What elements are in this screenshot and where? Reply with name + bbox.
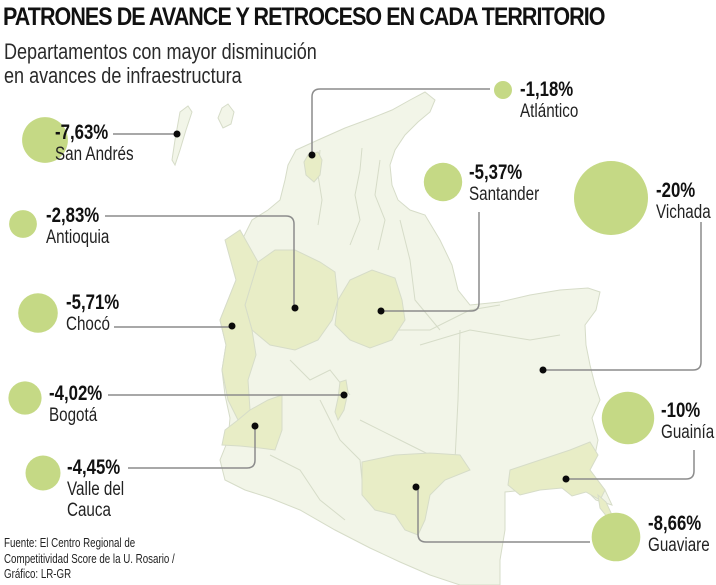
department-name: Guaviare [648, 535, 710, 556]
department-name: Valle del [67, 479, 125, 500]
label-santander: -5,37% Santander [469, 161, 540, 206]
san-andres-island [171, 105, 193, 167]
border-line [454, 329, 461, 461]
bubble-antioquia [9, 210, 37, 238]
source-line: Competitividad Score de la U. Rosario / [4, 551, 175, 566]
region-guaviare [361, 452, 471, 536]
label-atlantico: -1,18% Atlántico [520, 78, 579, 123]
bubble-choco [18, 293, 58, 333]
dot-san-andres [173, 130, 181, 138]
border-line [399, 219, 441, 331]
dot-santander [377, 307, 385, 315]
dot-bogota [340, 391, 348, 399]
border-line [269, 454, 346, 521]
region-valle [221, 394, 283, 451]
label-san-andres: -7,63% San Andrés [55, 121, 134, 166]
leader-guaviare [417, 488, 590, 543]
value: -5,37% [469, 161, 523, 184]
dot-choco [228, 322, 236, 330]
bubble-guainia [601, 391, 655, 445]
dot-valle [251, 422, 259, 430]
region-bogota [334, 379, 349, 422]
bubble-atlantico [494, 81, 512, 99]
providencia-island [217, 103, 235, 129]
leader-antioquia [105, 215, 295, 308]
value: -8,66% [648, 512, 702, 535]
border-line [349, 147, 363, 246]
border-line [419, 329, 561, 346]
value: -10% [661, 399, 701, 422]
dot-vichada [539, 366, 547, 374]
label-antioquia: -2,83% Antioquia [46, 204, 110, 249]
bubbles [8, 81, 655, 562]
chart-subtitle: Departamentos con mayor disminución en a… [4, 40, 317, 88]
leader-guainia [566, 450, 695, 480]
leader-lines [105, 88, 702, 543]
label-valle-del-cauca: -4,45% Valle del Cauca [67, 456, 125, 522]
label-guainia: -10% Guainía [661, 399, 715, 444]
value: -2,83% [46, 204, 100, 227]
border-line [398, 304, 501, 331]
bubble-san-andres [22, 117, 68, 163]
highlighted-departments [219, 151, 613, 536]
subtitle-line: Departamentos con mayor disminución [4, 39, 317, 64]
department-name: Bogotá [49, 405, 98, 426]
label-guaviare: -8,66% Guaviare [648, 512, 710, 557]
region-santander [334, 269, 406, 349]
bubble-bogota [8, 381, 42, 415]
dot-guainia [562, 475, 570, 483]
leader-vichada [543, 222, 702, 371]
dot-atlantico [308, 151, 316, 159]
border-line [374, 159, 386, 251]
bubble-santander [423, 162, 463, 202]
border-line [319, 399, 363, 481]
value: -20% [656, 179, 696, 202]
department-name: Atlántico [520, 101, 579, 122]
leader-santander [381, 212, 480, 312]
department-name: Santander [469, 184, 540, 205]
department-name: Cauca [67, 500, 111, 521]
department-name: San Andrés [55, 144, 134, 165]
department-name: Antioquia [46, 227, 110, 248]
value: -1,18% [520, 78, 574, 101]
value: -4,45% [67, 456, 121, 479]
subtitle-line: en avances de infraestructura [4, 63, 242, 88]
dot-antioquia [291, 304, 299, 312]
label-bogota: -4,02% Bogotá [49, 382, 103, 427]
label-choco: -5,71% Chocó [66, 291, 120, 336]
bubble-valle-del-cauca [25, 455, 61, 491]
marker-dots [173, 130, 570, 491]
bubble-guaviare [591, 512, 641, 562]
department-name: Chocó [66, 314, 110, 335]
bubble-vichada [574, 161, 648, 235]
chart-title: PATRONES DE AVANCE Y RETROCESO EN CADA T… [3, 3, 605, 31]
department-name: Vichada [656, 202, 711, 223]
value: -7,63% [55, 121, 109, 144]
leader-valle [128, 427, 256, 469]
dot-guaviare [412, 483, 420, 491]
value: -5,71% [66, 291, 120, 314]
region-atlantico [303, 151, 323, 183]
source-line: Gráfico: LR-GR [4, 567, 72, 581]
source-line: Fuente: El Centro Regional de [4, 536, 136, 550]
source-note: Fuente: El Centro Regional de Competitiv… [4, 536, 175, 583]
label-vichada: -20% Vichada [656, 179, 711, 224]
department-borders [269, 147, 561, 521]
leader-atlantico [311, 88, 490, 155]
value: -4,02% [49, 382, 103, 405]
department-name: Guainía [661, 422, 715, 443]
